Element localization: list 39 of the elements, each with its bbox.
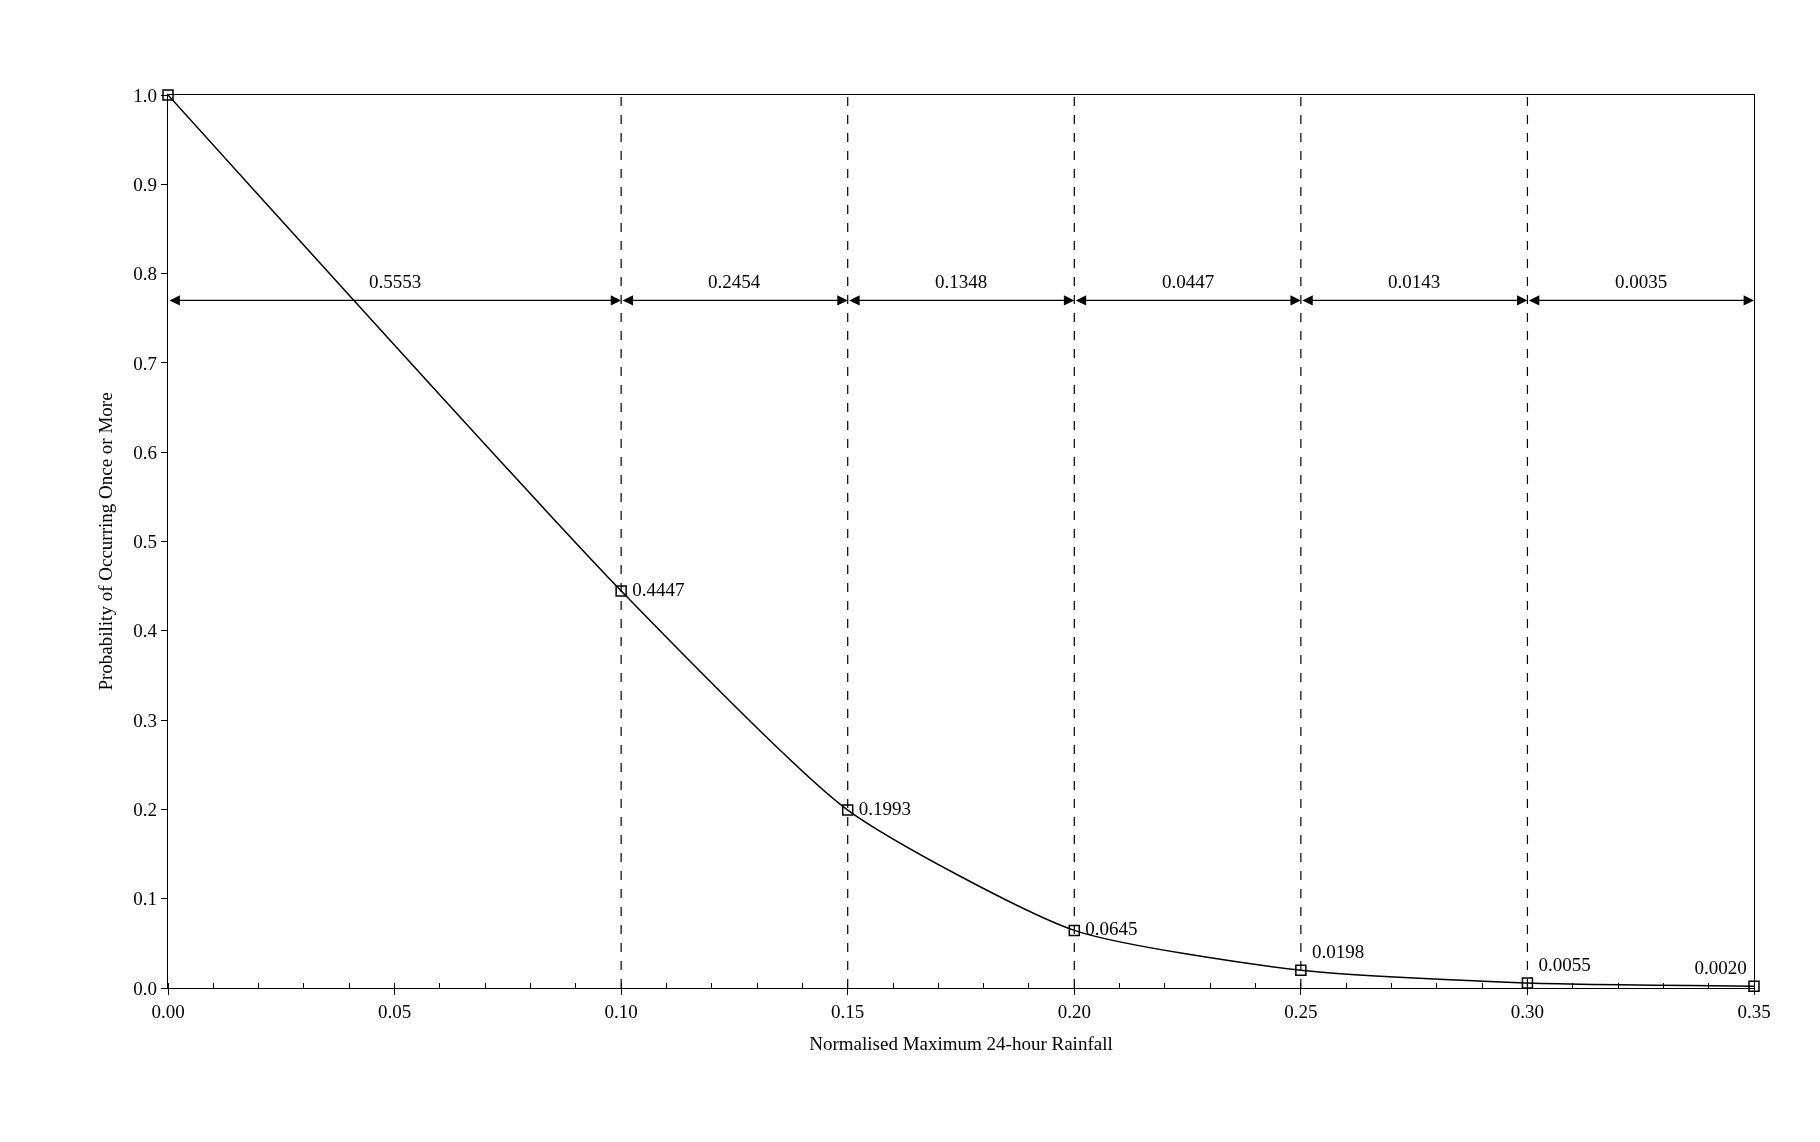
data-label: 0.0198 [1308,941,1365,963]
y-tick-label: 0.5 [133,531,158,553]
data-label: 0.4447 [628,578,685,600]
y-tick-label: 0.4 [133,620,158,642]
x-tick-label: 0.15 [831,1000,865,1022]
point [1068,924,1081,937]
x-tick-label: 0.30 [1510,1000,1545,1022]
y-tick-label: 0.3 [133,709,158,731]
point [1521,977,1534,989]
y-axis-title: Probability of Occurring Once or More [95,392,117,691]
annotation: 0.1348 [935,271,988,292]
y-tick-label: 1.0 [133,84,158,106]
annotation: 0.0447 [1162,271,1215,292]
x-axis-title: Normalised Maximum 24-hour Rainfall [809,1032,1113,1054]
x-tick-label: 0.35 [1737,1000,1771,1022]
annotation: 0.0143 [1388,271,1441,292]
annotation: 0.5553 [369,271,422,292]
y-tick-label: 0.8 [133,263,158,285]
y-tick-label: 0.2 [133,799,158,821]
point [1748,980,1760,992]
annotation: 0.2454 [708,271,761,292]
data-label: 0.1993 [854,797,912,819]
point [841,804,854,816]
x-tick-label: 0.25 [1284,1000,1318,1022]
y-tick-label: 0.6 [133,441,158,463]
y-tick-label: 0.1 [133,888,158,910]
y-tick-label: 0.7 [133,352,158,374]
x-tick-label: 0.00 [151,1000,185,1022]
annotation: 0.0035 [1615,271,1668,292]
y-tick-label: 0.9 [133,173,158,195]
data-label: 0.0055 [1534,954,1591,976]
point [1295,964,1307,977]
y-tick-label: 0.0 [133,977,158,999]
data-label: 0.0645 [1081,918,1138,940]
point [615,585,627,597]
data-label: 0.0020 [1690,957,1747,979]
x-tick-label: 0.10 [604,1000,638,1022]
x-tick-label: 0.20 [1057,1000,1091,1022]
x-tick-label: 0.05 [377,1000,412,1022]
